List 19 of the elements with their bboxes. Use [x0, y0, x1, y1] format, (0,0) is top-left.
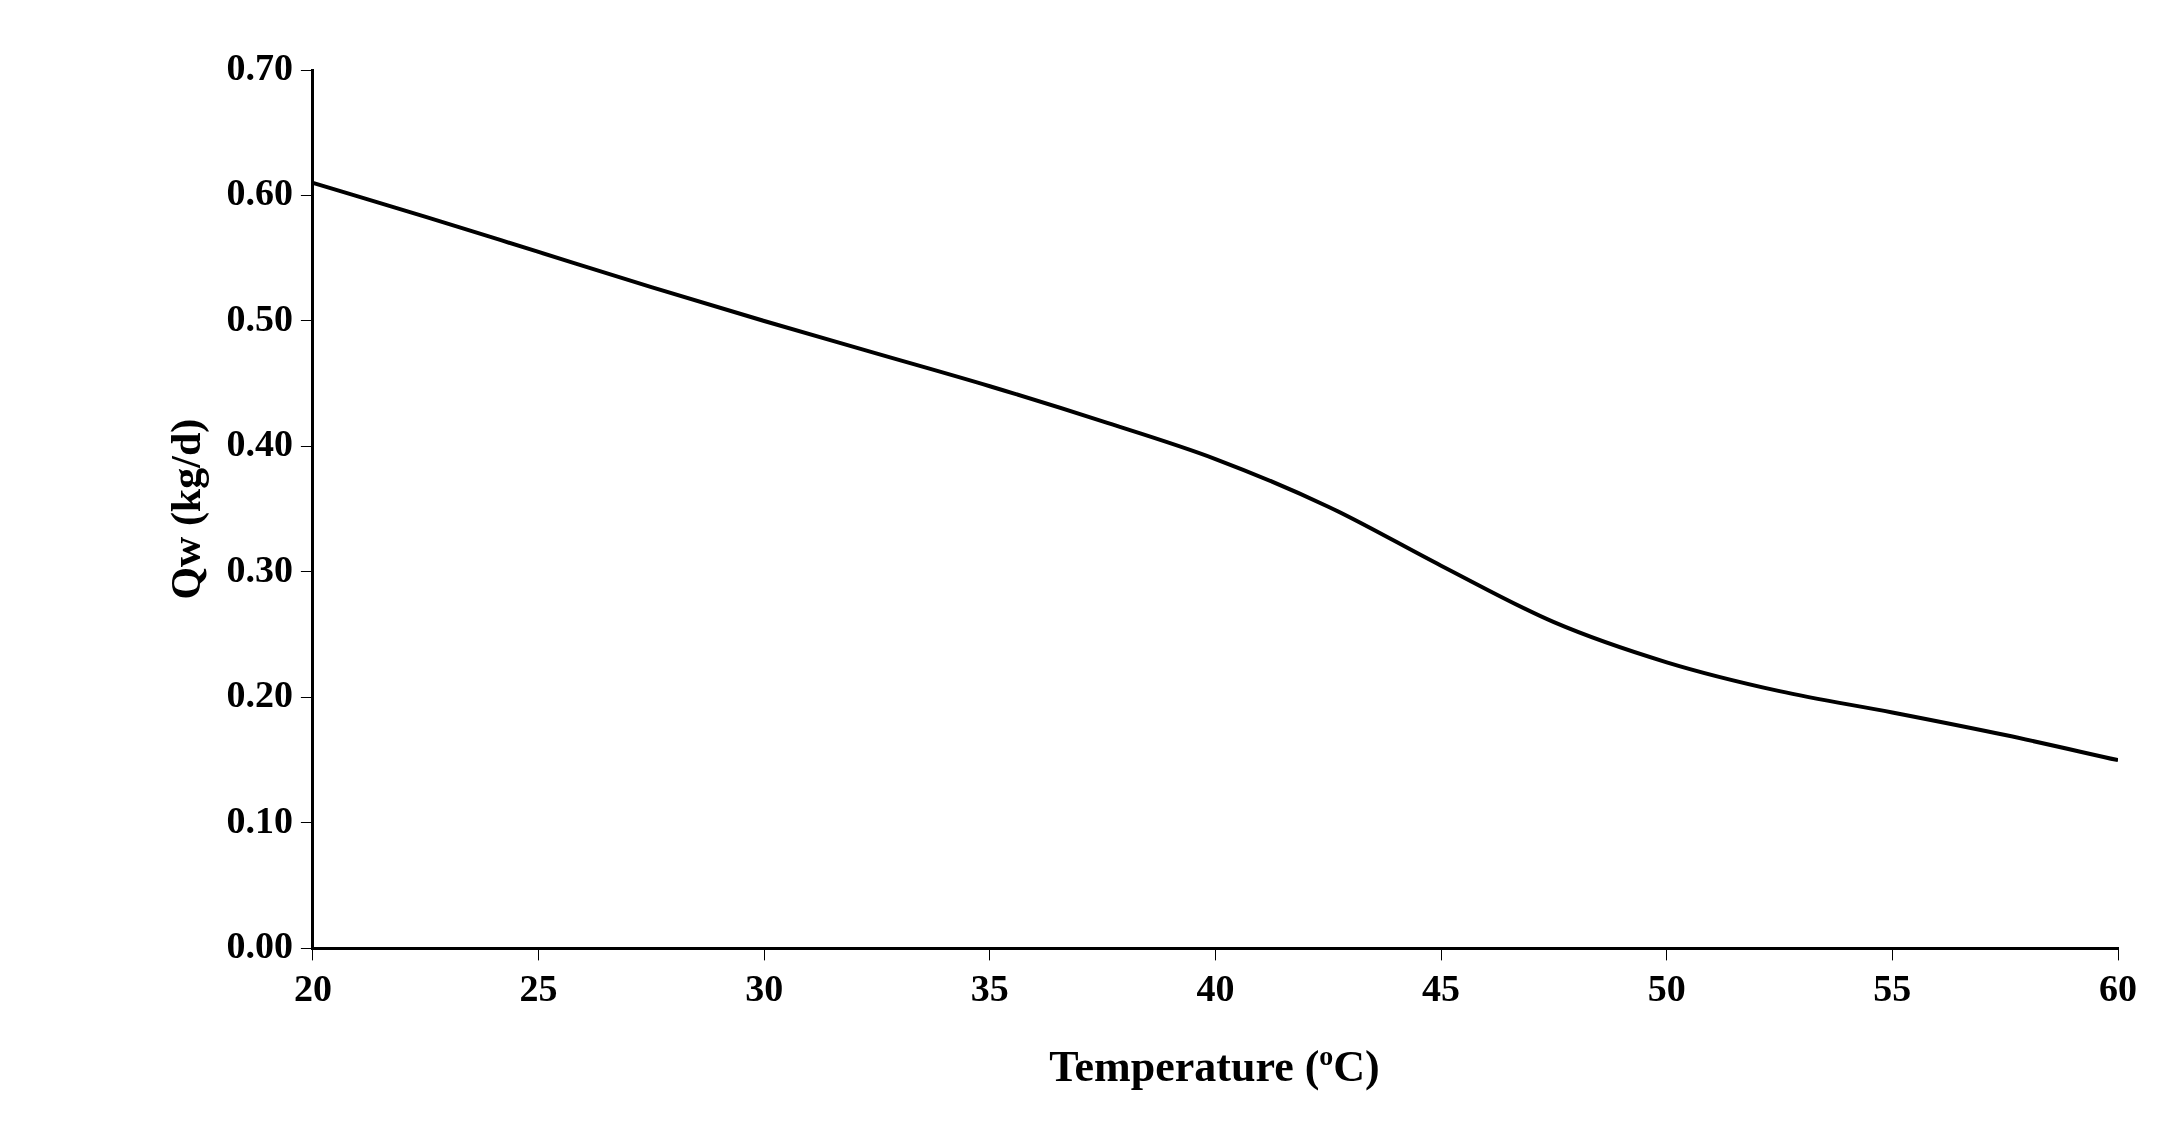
x-tick-label: 60	[2099, 967, 2137, 1010]
y-tick-label: 0.40	[226, 422, 293, 465]
y-tick-label: 0.70	[226, 45, 293, 88]
y-tick-label: 0.30	[226, 547, 293, 590]
y-tick-label: 0.60	[226, 171, 293, 214]
x-tick-label: 40	[1196, 967, 1235, 1010]
x-tick-label: 25	[519, 967, 558, 1010]
y-tick-label: 0.00	[226, 924, 293, 967]
x-tick-label: 35	[970, 967, 1009, 1010]
y-axis-title: Qw (kg/d)	[163, 418, 211, 600]
y-tick-label: 0.20	[226, 673, 293, 716]
x-tick-label: 45	[1422, 967, 1461, 1010]
x-tick-label: 55	[1873, 967, 1912, 1010]
x-axis-title: Temperature ($^{o}$C)	[1048, 1040, 1381, 1092]
x-tick-label: 20	[293, 967, 332, 1010]
y-tick-label: 0.10	[226, 798, 293, 841]
y-tick-label: 0.50	[226, 296, 293, 339]
x-tick-label: 50	[1647, 967, 1686, 1010]
x-tick-label: 30	[745, 967, 784, 1010]
